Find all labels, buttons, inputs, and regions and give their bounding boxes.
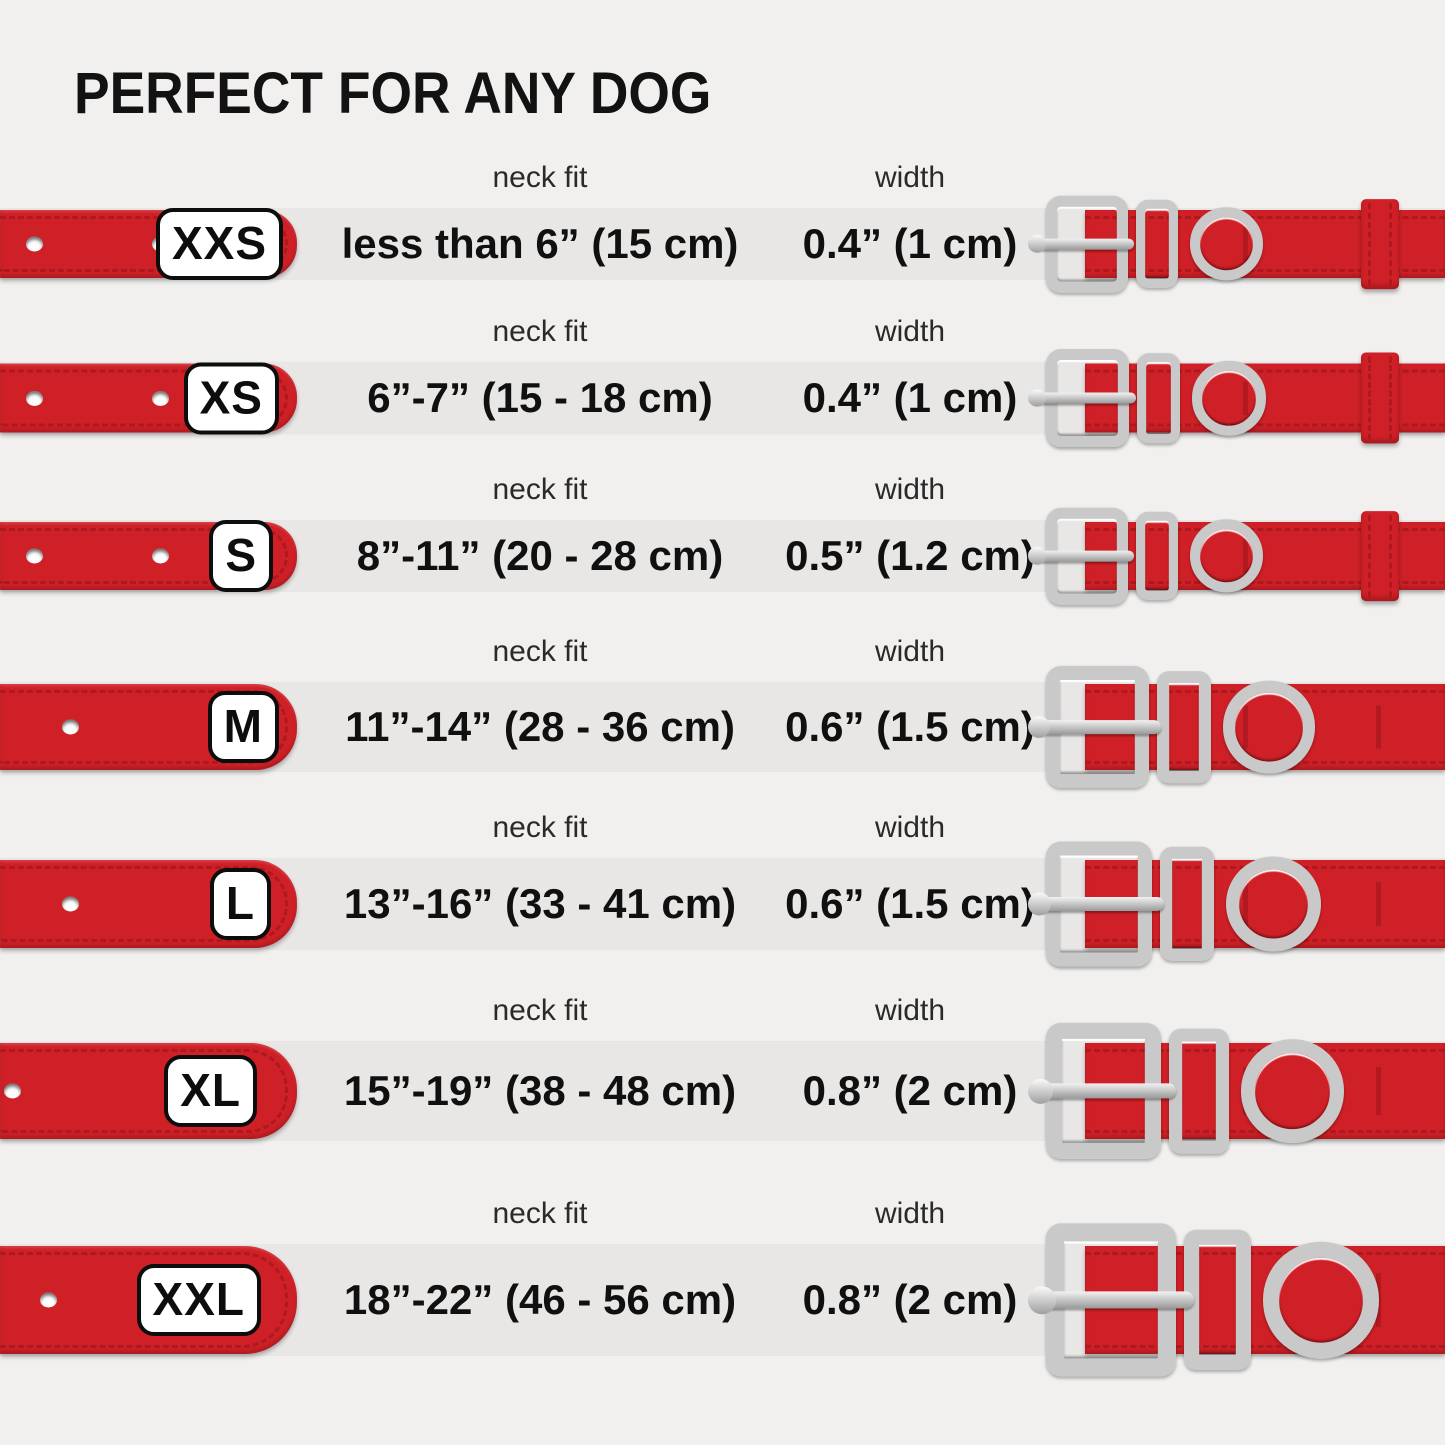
collar-strap-left: XS [0, 362, 297, 434]
metal-keeper [1135, 199, 1178, 289]
metal-keeper [1169, 1028, 1229, 1154]
buckle-prong [1032, 392, 1136, 404]
column-header-neck-fit: neck fit [492, 1197, 588, 1230]
width-value: 0.8” (2 cm) [802, 1276, 1018, 1323]
width-value: 0.8” (2 cm) [802, 1067, 1018, 1114]
metal-keeper [1135, 511, 1178, 601]
d-ring [1189, 519, 1264, 593]
collar-hole [152, 548, 169, 564]
collar-hole [26, 390, 43, 406]
neck-fit-value: 15”-19” (38 - 48 cm) [343, 1067, 737, 1114]
neck-fit-value: 11”-14” (28 - 36 cm) [345, 703, 735, 750]
column-header-width: width [874, 314, 946, 348]
leather-loop [1361, 199, 1399, 289]
width-value: 0.4” (1 cm) [802, 374, 1018, 421]
buckle-prong [1032, 550, 1134, 562]
collar-strap-left: XXS [0, 208, 297, 280]
page-title: PERFECT FOR ANY DOG [74, 61, 712, 126]
size-badge: S [209, 520, 273, 592]
collar-hole [152, 390, 169, 406]
d-ring [1262, 1241, 1380, 1359]
column-header-neck-fit: neck fit [492, 473, 588, 506]
neck-fit-value: 13”-16” (33 - 41 cm) [343, 880, 737, 927]
size-badge: XXS [155, 208, 283, 280]
column-header-width: width [874, 161, 946, 194]
width-value: 0.6” (1.5 cm) [785, 703, 1035, 750]
buckle-prong [1032, 1083, 1176, 1099]
neck-fit-value: less than 6” (15 cm) [341, 220, 739, 267]
column-header-width: width [874, 994, 946, 1027]
column-header-neck-fit: neck fit [492, 314, 588, 348]
leather-loop [1361, 352, 1399, 444]
collar-hole [62, 719, 79, 735]
collar-strap-left: XL [0, 1043, 297, 1139]
leather-loop [1361, 511, 1399, 601]
size-badge: XXL [136, 1264, 261, 1336]
neck-fit-value: 6”-7” (15 - 18 cm) [367, 374, 713, 421]
collar-strap-left: XXL [0, 1246, 297, 1354]
column-header-width: width [874, 635, 946, 668]
size-badge: M [207, 691, 279, 763]
buckle-prong [1032, 1291, 1194, 1309]
collar-hole [26, 548, 43, 564]
size-badge: XL [164, 1055, 257, 1127]
metal-keeper [1157, 671, 1211, 783]
buckle-prong [1032, 720, 1161, 734]
collar-strap-left: L [0, 860, 297, 948]
collar-strap-left: M [0, 684, 297, 770]
collar-hole [62, 896, 79, 912]
column-header-neck-fit: neck fit [492, 635, 588, 668]
metal-keeper [1136, 353, 1180, 443]
buckle-prong [1032, 896, 1164, 912]
width-value: 0.6” (1.5 cm) [785, 880, 1035, 927]
d-ring [1222, 680, 1316, 774]
width-value: 0.5” (1.2 cm) [785, 532, 1035, 579]
column-header-width: width [874, 811, 946, 844]
column-header-width: width [874, 473, 946, 506]
column-header-neck-fit: neck fit [492, 811, 588, 844]
column-header-neck-fit: neck fit [492, 161, 588, 194]
collar-hole [26, 236, 43, 252]
d-ring [1191, 360, 1267, 436]
neck-fit-value: 18”-22” (46 - 56 cm) [343, 1276, 737, 1323]
d-ring [1226, 856, 1322, 952]
metal-keeper [1159, 846, 1215, 962]
size-badge: XS [183, 362, 279, 434]
size-badge: L [209, 868, 271, 940]
width-value: 0.4” (1 cm) [802, 220, 1018, 267]
buckle-prong [1032, 238, 1134, 250]
d-ring [1240, 1039, 1345, 1143]
collar-hole [4, 1083, 21, 1099]
neck-fit-value: 8”-11” (20 - 28 cm) [356, 532, 724, 579]
collar-strap-left: S [0, 520, 297, 592]
d-ring [1189, 207, 1264, 281]
column-header-width: width [874, 1197, 946, 1230]
column-header-neck-fit: neck fit [492, 994, 588, 1027]
collar-hole [40, 1292, 57, 1308]
